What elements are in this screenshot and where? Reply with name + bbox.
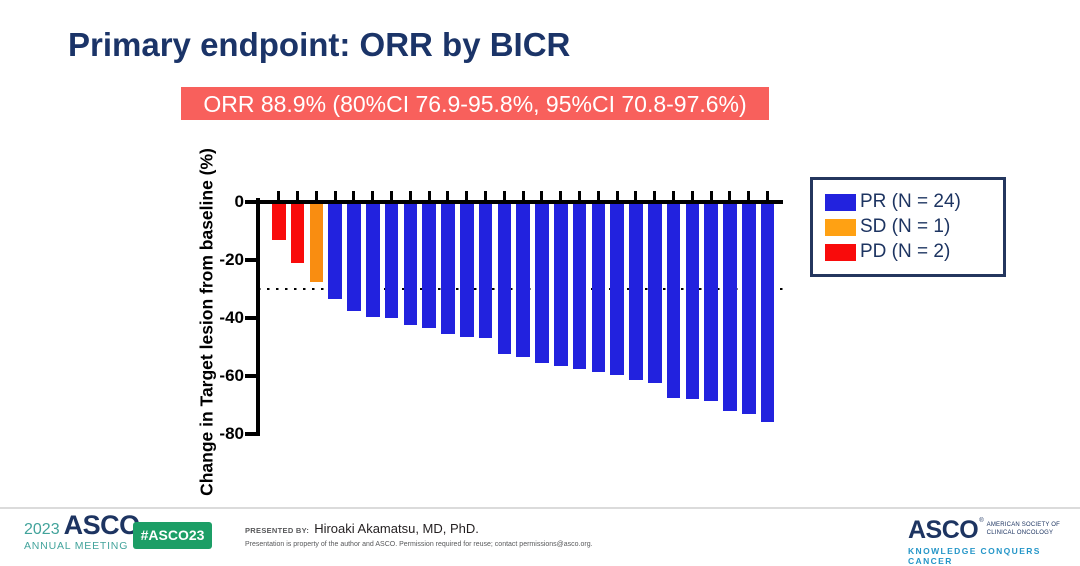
chart-legend: PR (N = 24) SD (N = 1) PD (N = 2) — [810, 177, 1006, 277]
x-axis-tick — [352, 191, 356, 200]
x-axis-tick — [559, 191, 563, 200]
x-axis-tick — [709, 191, 713, 200]
x-axis-tick — [446, 191, 450, 200]
meeting-year: 2023 — [24, 521, 60, 538]
legend-label-pr: PR (N = 24) — [860, 191, 961, 212]
y-axis-tick-label: -60 — [219, 366, 244, 385]
x-axis-tick — [390, 191, 394, 200]
x-axis-tick — [634, 191, 638, 200]
waterfall-bar-pr — [666, 204, 681, 398]
waterfall-bar-pr — [535, 204, 549, 363]
x-axis-tick — [427, 191, 431, 200]
waterfall-bar-pr — [347, 204, 361, 311]
waterfall-bar-pr — [403, 204, 418, 326]
y-axis-tick-label: -40 — [219, 308, 244, 327]
x-axis-tick — [766, 191, 770, 200]
presenter-name: Hiroaki Akamatsu, MD, PhD. — [314, 521, 479, 536]
legend-item-pd: PD (N = 2) — [825, 241, 993, 263]
waterfall-bar-pr — [441, 204, 455, 334]
annual-meeting-label: ANNUAL MEETING — [24, 540, 129, 552]
legend-label-sd: SD (N = 1) — [860, 216, 951, 237]
asco-annual-meeting-logo: 2023 ASCO ® ANNUAL MEETING — [24, 510, 145, 553]
y-axis-tick — [245, 432, 256, 436]
y-axis-tick-label: -20 — [219, 250, 244, 269]
waterfall-bar-pr — [629, 204, 643, 381]
waterfall-bar-pr — [460, 204, 474, 337]
x-axis-tick — [672, 191, 676, 200]
legend-swatch-pd — [825, 243, 856, 261]
waterfall-bar-pr — [497, 204, 512, 355]
presented-by-label: PRESENTED BY: — [245, 526, 310, 535]
y-axis-line — [256, 198, 260, 436]
x-axis-tick — [296, 191, 300, 200]
waterfall-bar-pr — [384, 204, 399, 318]
waterfall-bar-sd — [309, 204, 324, 282]
legend-item-pr: PR (N = 24) — [825, 191, 993, 213]
x-axis-tick — [465, 191, 469, 200]
x-axis-tick — [484, 191, 488, 200]
waterfall-bar-pr — [610, 204, 624, 375]
registered-mark: ® — [979, 518, 984, 524]
waterfall-bar-pr — [328, 204, 342, 300]
waterfall-bar-pr — [422, 204, 436, 329]
x-axis-tick — [333, 191, 337, 200]
waterfall-bar-pr — [516, 204, 530, 358]
waterfall-bar-pr — [478, 204, 493, 339]
asco-society-logo: ASCO ® AMERICAN SOCIETY OF CLINICAL ONCO… — [908, 518, 1080, 566]
orr-result-banner: ORR 88.9% (80%CI 76.9-95.8%, 95%CI 70.8-… — [181, 87, 769, 120]
x-axis-tick — [578, 191, 582, 200]
presented-by-block: PRESENTED BY: Hiroaki Akamatsu, MD, PhD. — [245, 521, 479, 536]
x-axis-line — [256, 200, 783, 204]
waterfall-bar-pr — [760, 204, 775, 423]
hashtag-badge: #ASCO23 — [133, 522, 212, 549]
x-axis-tick — [690, 191, 694, 200]
y-axis-tick — [245, 200, 256, 204]
legend-swatch-sd — [825, 218, 856, 236]
x-axis-tick — [747, 191, 751, 200]
x-axis-tick — [653, 191, 657, 200]
asco-wordmark: ASCO — [908, 516, 979, 544]
y-axis-tick — [245, 316, 256, 320]
waterfall-bar-pr — [366, 204, 380, 317]
y-axis-tick — [245, 374, 256, 378]
legend-swatch-pr — [825, 193, 856, 211]
x-axis-tick — [408, 191, 412, 200]
x-axis-tick — [540, 191, 544, 200]
waterfall-bar-pd — [290, 204, 305, 263]
legend-label-pd: PD (N = 2) — [860, 241, 951, 262]
x-axis-tick — [277, 191, 281, 200]
waterfall-bar-pr — [554, 204, 568, 366]
waterfall-bar-pr — [742, 204, 756, 414]
y-axis-tick-label: 0 — [234, 192, 244, 211]
x-axis-tick — [728, 191, 732, 200]
waterfall-bar-pr — [572, 204, 587, 369]
permission-disclaimer: Presentation is property of the author a… — [245, 541, 593, 548]
y-axis-tick — [245, 258, 256, 262]
x-axis-tick — [596, 191, 600, 200]
society-name-line1: AMERICAN SOCIETY OF — [986, 522, 1061, 528]
waterfall-bar-pd — [272, 204, 286, 240]
asco-tagline: KNOWLEDGE CONQUERS CANCER — [908, 546, 1041, 566]
society-name-line2: CLINICAL ONCOLOGY — [986, 529, 1054, 536]
waterfall-bar-pr — [685, 204, 700, 400]
waterfall-bar-pr — [648, 204, 662, 384]
x-axis-tick — [521, 191, 525, 200]
x-axis-tick — [615, 191, 619, 200]
x-axis-tick — [502, 191, 506, 200]
waterfall-bar-pr — [723, 204, 737, 411]
footer-divider — [0, 507, 1080, 509]
x-axis-tick — [314, 191, 318, 200]
waterfall-bar-pr — [704, 204, 718, 401]
waterfall-bar-pr — [591, 204, 606, 372]
y-axis-tick-label: -80 — [219, 424, 244, 443]
society-name-lines: AMERICAN SOCIETY OF CLINICAL ONCOLOGY — [987, 518, 1060, 537]
slide-title: Primary endpoint: ORR by BICR — [68, 26, 571, 63]
legend-item-sd: SD (N = 1) — [825, 216, 993, 238]
x-axis-tick — [371, 191, 375, 200]
asco-wordmark: ASCO — [63, 510, 141, 540]
